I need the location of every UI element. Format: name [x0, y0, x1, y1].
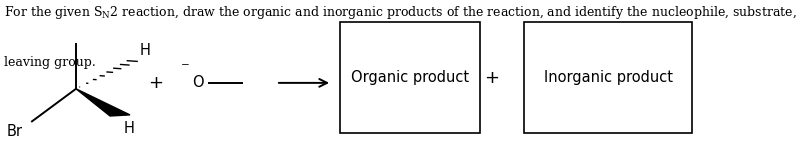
- Text: Br: Br: [6, 124, 22, 139]
- Text: O: O: [192, 75, 203, 90]
- Text: Inorganic product: Inorganic product: [543, 70, 673, 85]
- Bar: [524, 22, 692, 133]
- Text: H: H: [139, 43, 150, 58]
- Text: +: +: [485, 69, 499, 87]
- Polygon shape: [76, 89, 130, 116]
- Text: For the given $\mathregular{S_N}$2 reaction, draw the organic and inorganic prod: For the given $\mathregular{S_N}$2 react…: [4, 4, 800, 21]
- Bar: [340, 22, 480, 133]
- Text: leaving group.: leaving group.: [4, 56, 96, 69]
- Text: −: −: [182, 60, 190, 70]
- Text: H: H: [123, 121, 134, 136]
- Text: Organic product: Organic product: [351, 70, 469, 85]
- Text: +: +: [149, 74, 163, 92]
